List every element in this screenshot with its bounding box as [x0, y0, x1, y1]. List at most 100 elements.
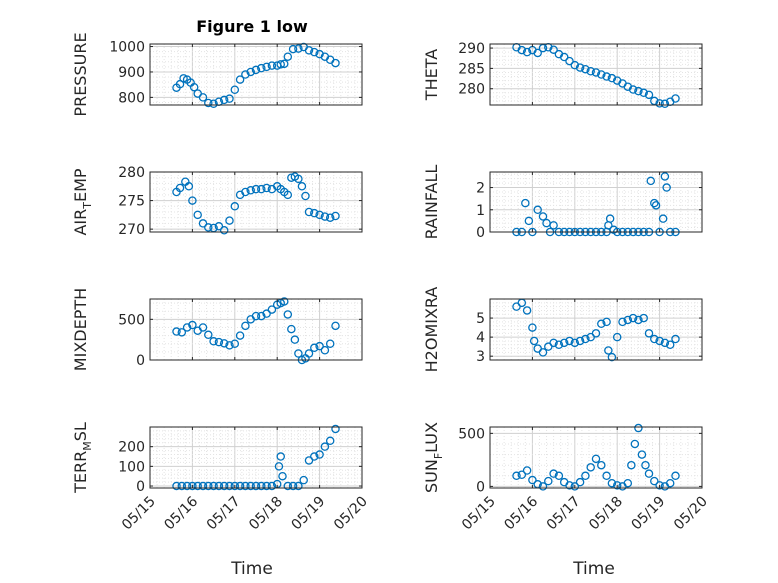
x-tick-label: 05/17 — [544, 494, 584, 534]
x-tick-label: 05/16 — [161, 493, 201, 533]
data-point — [267, 481, 277, 491]
data-point — [581, 471, 590, 481]
data-point — [297, 182, 307, 191]
data-point — [602, 317, 611, 327]
data-point — [283, 190, 293, 200]
y-tick-label: 1000 — [109, 40, 145, 56]
data-point — [230, 339, 240, 348]
data-point — [538, 212, 548, 221]
data-point — [575, 477, 585, 487]
data-point — [182, 323, 192, 332]
y-tick-label: 270 — [118, 222, 145, 238]
data-point — [241, 321, 250, 331]
data-point — [671, 94, 680, 103]
data-point — [325, 213, 335, 222]
data-point — [304, 349, 314, 358]
data-point — [188, 196, 197, 205]
data-point — [310, 452, 319, 461]
axes-box — [489, 426, 703, 489]
data-point — [235, 331, 245, 340]
data-point — [662, 183, 671, 192]
data-point — [331, 424, 340, 434]
y-tick-label: 0 — [136, 353, 145, 369]
axes-box — [489, 298, 703, 361]
data-point — [287, 324, 296, 334]
data-point — [241, 481, 250, 491]
data-point — [304, 207, 314, 217]
y-axis-label: H2OMIXRA — [422, 287, 441, 373]
data-point — [607, 352, 617, 362]
data-point — [246, 67, 255, 77]
data-point — [591, 329, 601, 338]
x-tick-label: 05/16 — [501, 493, 541, 533]
y-axis-label: AIRTEMP — [71, 168, 94, 235]
y-tick-label: 275 — [118, 194, 145, 210]
data-point — [565, 56, 574, 66]
data-point — [262, 62, 271, 72]
data-point — [225, 341, 234, 350]
data-point — [521, 198, 530, 208]
y-axis-label: SUNFLUX — [422, 422, 445, 493]
x-tick-label: 05/18 — [246, 494, 286, 534]
data-point — [628, 313, 638, 323]
data-point — [283, 481, 293, 491]
data-point — [278, 471, 287, 481]
data-point — [586, 463, 595, 472]
data-point — [641, 460, 650, 470]
data-point — [177, 328, 187, 337]
data-point — [549, 45, 558, 54]
subplot-6: 3 4 5 H2OMIXRA — [422, 287, 703, 373]
data-point — [650, 334, 659, 344]
data-point — [554, 340, 564, 349]
data-point — [627, 460, 636, 470]
y-tick-label: 900 — [118, 65, 145, 81]
data-point — [660, 338, 670, 348]
subplot-8: 05/15 05/16 05/17 05/18 05/19 05/20 0 500 SUNFLU… — [422, 422, 711, 533]
y-tick-label: 0 — [476, 225, 485, 241]
y-axis-label: MIXDEPTH — [71, 288, 90, 371]
data-point — [591, 454, 601, 464]
data-point — [262, 183, 271, 193]
data-point — [605, 214, 615, 223]
data-point — [267, 61, 277, 70]
x-tick-label: 05/19 — [629, 494, 669, 534]
data-point — [315, 49, 324, 59]
subplot-7: 05/15 05/16 05/17 05/18 05/19 05/20 0 100 200 TER… — [71, 422, 371, 533]
y-tick-label: 500 — [118, 312, 145, 328]
data-point — [522, 306, 532, 315]
data-point — [538, 482, 548, 491]
axes-box — [149, 43, 363, 106]
data-point — [634, 315, 643, 325]
data-point — [644, 329, 654, 338]
data-point — [246, 481, 255, 491]
data-point — [198, 481, 208, 491]
y-tick-label: 0 — [136, 479, 145, 495]
subplot-3: 270 275 280 AIRTEMP — [71, 165, 363, 238]
y-axis-label: PRESSURE — [71, 32, 90, 116]
data-point — [193, 481, 202, 491]
x-axis-label-right: Time — [572, 559, 615, 579]
data-point — [644, 469, 654, 478]
x-tick-label: 05/15 — [459, 494, 499, 534]
x-tick-label: 05/19 — [289, 494, 329, 534]
data-point — [230, 202, 240, 211]
data-point — [565, 336, 574, 346]
data-point — [517, 470, 527, 479]
data-point — [634, 86, 643, 96]
data-point — [597, 460, 606, 470]
data-point — [294, 174, 303, 184]
data-point — [172, 481, 181, 491]
y-axis-label: TERRMSL — [71, 422, 94, 494]
data-point — [209, 337, 218, 346]
data-point — [315, 210, 324, 220]
data-point — [565, 481, 574, 490]
y-tick-label: 3 — [476, 349, 485, 365]
data-point — [570, 338, 580, 348]
axes-box — [149, 171, 363, 233]
data-point — [658, 214, 668, 223]
data-point — [262, 481, 271, 491]
subplot-4: 0 1 2 RAINFALL — [422, 165, 703, 241]
data-point — [646, 176, 656, 186]
